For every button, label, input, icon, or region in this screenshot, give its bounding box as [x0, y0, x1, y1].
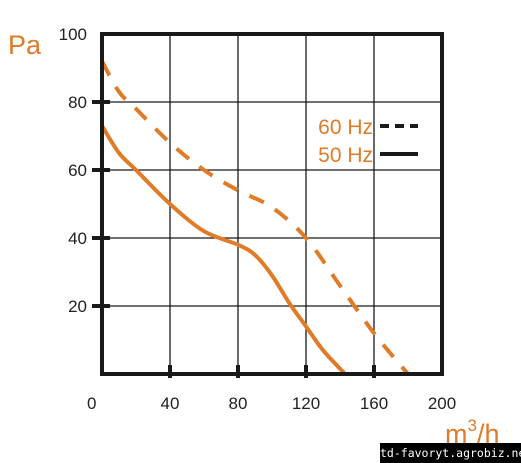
x-tick-label: 40: [161, 394, 180, 413]
y-tick-label: 40: [68, 229, 87, 248]
x-tick-label: 0: [87, 394, 96, 413]
x-axis-label-tail: /h: [477, 419, 500, 449]
legend: 60 Hz 50 Hz: [318, 116, 418, 167]
grid: [102, 34, 442, 374]
tick-marks: [92, 100, 376, 378]
watermark-caption: td-favoryt.agrobiz.net: [380, 443, 521, 463]
x-axis-label: m3/h: [445, 416, 500, 449]
x-axis-label-sup: 3: [468, 416, 477, 435]
x-tick-labels: 0 40 80 120 160 200: [87, 394, 456, 413]
x-tick-label: 80: [229, 394, 248, 413]
y-tick-label: 100: [59, 25, 87, 44]
curves: [100, 60, 410, 376]
series-line-60-hz: [100, 60, 410, 376]
y-tick-label: 20: [68, 297, 87, 316]
series-line-50-hz: [100, 124, 347, 376]
x-tick-label: 200: [428, 394, 456, 413]
y-tick-label: 80: [68, 93, 87, 112]
y-tick-label: 60: [68, 161, 87, 180]
legend-label: 50 Hz: [318, 144, 373, 167]
x-tick-label: 160: [360, 394, 388, 413]
legend-label: 60 Hz: [318, 116, 373, 139]
y-tick-labels: 20 40 60 80 100: [59, 25, 87, 316]
plot-frame: [100, 32, 444, 376]
x-tick-label: 120: [292, 394, 320, 413]
x-axis-label-base: m: [445, 419, 468, 449]
y-axis-label: Pa: [8, 30, 42, 60]
